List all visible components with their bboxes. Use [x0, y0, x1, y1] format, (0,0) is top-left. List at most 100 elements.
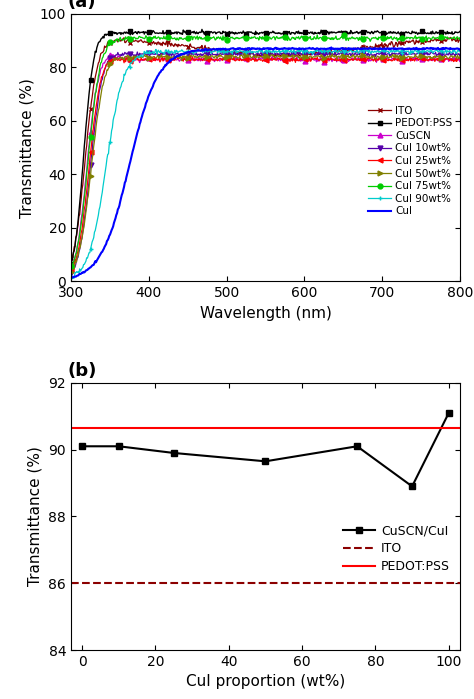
- CuI 25wt%: [448, 55, 454, 63]
- Line: CuSCN: CuSCN: [69, 52, 462, 269]
- CuI 10wt%: [448, 50, 454, 58]
- Line: CuSCN/CuI: CuSCN/CuI: [79, 410, 452, 490]
- CuI 75wt%: [388, 32, 394, 41]
- CuI 25wt%: [300, 55, 305, 64]
- CuI 90wt%: [70, 275, 75, 283]
- CuI 50wt%: [253, 50, 258, 59]
- CuI: [328, 43, 334, 52]
- CuI 50wt%: [300, 53, 305, 62]
- CuI: [256, 45, 262, 53]
- CuI 90wt%: [301, 46, 307, 55]
- CuI 10wt%: [253, 50, 258, 59]
- X-axis label: CuI proportion (wt%): CuI proportion (wt%): [186, 675, 345, 689]
- ITO: [457, 35, 463, 43]
- Line: CuI: CuI: [71, 48, 460, 278]
- CuI 75wt%: [256, 36, 262, 44]
- CuI 90wt%: [449, 48, 455, 57]
- CuSCN/CuI: [409, 482, 415, 491]
- CuI 75wt%: [69, 263, 75, 271]
- CuI 75wt%: [457, 34, 463, 42]
- CuI 90wt%: [195, 44, 201, 52]
- CuSCN/CuI: [263, 457, 268, 466]
- ITO: [254, 52, 259, 61]
- PEDOT:PSS: [199, 25, 205, 34]
- CuSCN: [256, 52, 262, 61]
- CuI: [388, 45, 394, 53]
- CuI: [449, 45, 455, 53]
- CuSCN: [110, 50, 116, 59]
- CuI 75wt%: [314, 31, 320, 39]
- ITO: [449, 36, 455, 45]
- CuI 90wt%: [68, 273, 74, 282]
- CuI 25wt%: [388, 56, 393, 64]
- ITO: [279, 49, 285, 57]
- CuI: [457, 45, 463, 54]
- Line: ITO: ITO: [69, 35, 462, 261]
- CuI 75wt%: [68, 262, 74, 271]
- Line: CuI 90wt%: CuI 90wt%: [69, 46, 462, 281]
- CuI 75wt%: [301, 32, 306, 41]
- PEDOT:PSS: [279, 29, 285, 38]
- CuI 50wt%: [68, 268, 74, 276]
- CuI 10wt%: [457, 52, 463, 60]
- CuI 75wt%: [279, 32, 285, 41]
- CuSCN: [301, 54, 306, 62]
- CuI: [279, 45, 285, 53]
- ITO: [69, 254, 75, 263]
- PEDOT:PSS: [301, 29, 306, 37]
- CuI: [68, 273, 74, 282]
- CuI 90wt%: [388, 46, 394, 55]
- PEDOT:PSS: [254, 30, 259, 38]
- Line: CuI 10wt%: CuI 10wt%: [69, 49, 462, 275]
- CuSCN/CuI: [79, 442, 85, 450]
- Legend: ITO, PEDOT:PSS, CuSCN, CuI 10wt%, CuI 25wt%, CuI 50wt%, CuI 75wt%, CuI 90wt%, Cu: ITO, PEDOT:PSS, CuSCN, CuI 10wt%, CuI 25…: [366, 103, 455, 219]
- CuI 25wt%: [353, 52, 358, 61]
- ITO: [79, 579, 85, 587]
- CuI 90wt%: [280, 46, 286, 55]
- ITO: [301, 52, 306, 60]
- ITO: [68, 254, 74, 262]
- ITO: [256, 51, 262, 59]
- CuI: [254, 45, 259, 53]
- Line: CuI 50wt%: CuI 50wt%: [69, 52, 462, 275]
- CuI 25wt%: [457, 55, 463, 63]
- CuI 10wt%: [301, 49, 306, 57]
- PEDOT:PSS: [68, 259, 74, 268]
- CuSCN/CuI: [171, 449, 177, 457]
- CuI 10wt%: [279, 50, 284, 58]
- CuSCN: [68, 262, 74, 271]
- CuI 75wt%: [254, 34, 259, 43]
- CuI 75wt%: [449, 34, 455, 42]
- CuSCN: [279, 56, 285, 64]
- ITO: [388, 41, 393, 49]
- Text: (a): (a): [67, 0, 96, 11]
- Line: CuI 25wt%: CuI 25wt%: [69, 54, 462, 273]
- PEDOT:PSS: [79, 424, 85, 432]
- CuI 10wt%: [255, 49, 261, 57]
- Legend: CuSCN/CuI, ITO, PEDOT:PSS: CuSCN/CuI, ITO, PEDOT:PSS: [339, 520, 454, 577]
- CuSCN/CuI: [446, 409, 452, 417]
- CuI 25wt%: [253, 54, 258, 62]
- CuI 10wt%: [388, 50, 393, 59]
- CuI 90wt%: [257, 46, 263, 55]
- CuI 10wt%: [293, 47, 299, 55]
- CuSCN/CuI: [116, 442, 122, 450]
- CuI 50wt%: [279, 52, 284, 61]
- CuI 10wt%: [68, 268, 74, 277]
- CuI 25wt%: [255, 56, 261, 64]
- ITO: [447, 33, 453, 41]
- CuSCN/CuI: [354, 442, 360, 450]
- CuI 25wt%: [279, 55, 284, 63]
- PEDOT:PSS: [388, 27, 393, 36]
- CuI: [301, 45, 306, 53]
- CuI 50wt%: [329, 50, 335, 58]
- CuSCN: [388, 56, 393, 64]
- Y-axis label: Transmittance (%): Transmittance (%): [19, 78, 34, 217]
- CuI 50wt%: [448, 52, 454, 60]
- Y-axis label: Transmittance (%): Transmittance (%): [28, 447, 43, 586]
- CuI 50wt%: [457, 52, 463, 61]
- PEDOT:PSS: [448, 29, 454, 38]
- PEDOT:PSS: [83, 424, 89, 432]
- Line: CuI 75wt%: CuI 75wt%: [69, 33, 462, 269]
- CuSCN: [254, 55, 259, 64]
